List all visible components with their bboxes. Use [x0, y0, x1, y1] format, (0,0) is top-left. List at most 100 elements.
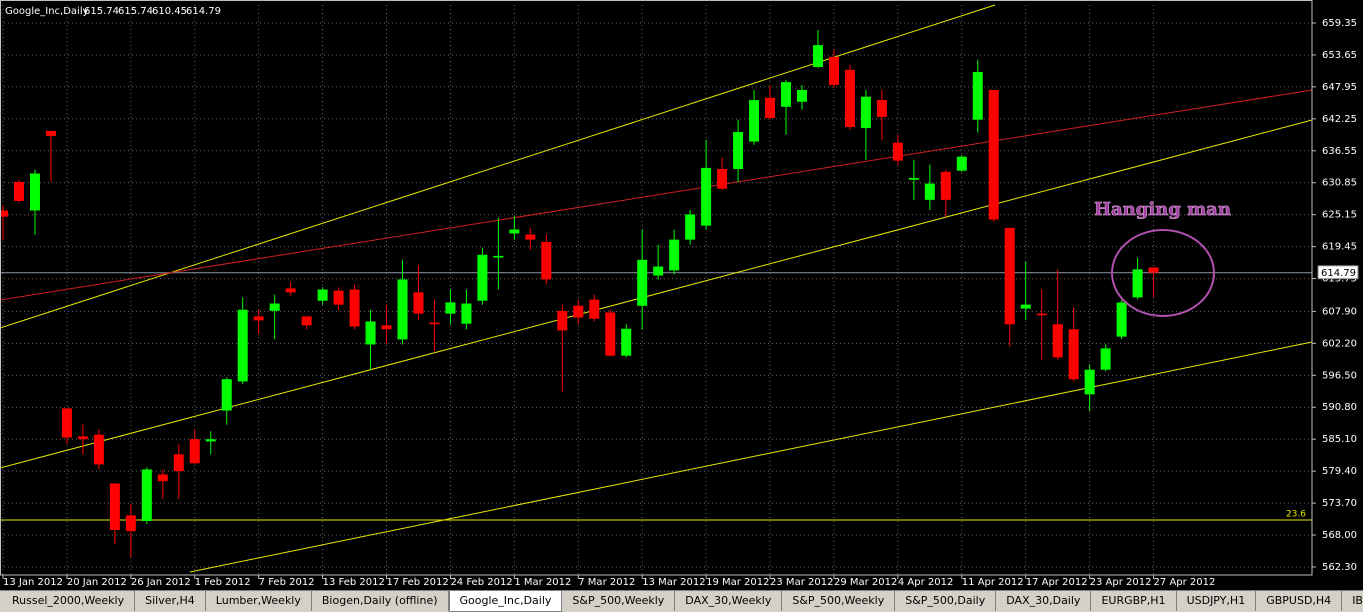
- candle-body: [253, 316, 264, 321]
- price-axis: 659.35 653.65 647.95 642.25 636.55 630.85 625.…: [2, 0, 1359, 588]
- candle-body: [381, 325, 392, 330]
- y-tick-label: 653.65: [1322, 50, 1357, 61]
- candle-body: [828, 56, 839, 85]
- candle-body: [988, 89, 999, 220]
- tab[interactable]: S&P_500,Weekly: [562, 591, 676, 611]
- candle-body: [669, 239, 680, 271]
- x-tick-label: 29 Mar 2012: [834, 577, 897, 588]
- candle-body: [781, 82, 792, 107]
- header-close: 614.79: [186, 6, 221, 17]
- current-price-box: [1317, 265, 1359, 280]
- candle-body: [1132, 269, 1143, 298]
- candle-body: [940, 171, 951, 200]
- candle-body: [573, 305, 584, 318]
- candle-body: [93, 434, 104, 465]
- candle-body: [109, 483, 120, 530]
- candle-body: [1068, 329, 1079, 380]
- x-tick-label: 7 Mar 2012: [578, 577, 635, 588]
- candle-body: [621, 328, 632, 356]
- x-tick-label: 17 Feb 2012: [387, 577, 449, 588]
- tab[interactable]: DAX_30,Daily: [996, 591, 1092, 611]
- candle-body: [956, 156, 967, 171]
- current-price-label: 614.79: [1321, 268, 1356, 279]
- tab[interactable]: S&P_500,Weekly: [782, 591, 896, 611]
- y-tick-label: 596.50: [1322, 370, 1357, 381]
- y-tick-label: 636.55: [1322, 146, 1357, 157]
- y-tick-label: 579.40: [1322, 466, 1357, 477]
- chart: 23.6 Hanging man Google_Inc,Daily 615.74…: [0, 0, 1363, 590]
- tab[interactable]: EURGBP,H1: [1091, 591, 1177, 611]
- tab[interactable]: Biogen,Daily (offline): [312, 591, 449, 611]
- candle-body: [701, 167, 712, 226]
- candle-body: [397, 279, 408, 340]
- candle-body: [45, 130, 56, 136]
- x-tick-label: 17 Apr 2012: [1026, 577, 1088, 588]
- candle-body: [349, 289, 360, 327]
- candle-body: [157, 474, 168, 482]
- candle-body: [285, 288, 296, 293]
- y-tick-label: 585.10: [1322, 434, 1357, 445]
- candle-body: [924, 183, 935, 200]
- tab[interactable]: Google_Inc,Daily: [448, 591, 563, 612]
- tab[interactable]: Silver,H4: [135, 591, 206, 611]
- candle-body: [1020, 304, 1031, 309]
- candle-body: [61, 408, 72, 438]
- trend-line: [0, 89, 1313, 301]
- x-tick-label: 19 Mar 2012: [706, 577, 769, 588]
- candle-body: [1100, 348, 1111, 370]
- chart-background: [0, 0, 1363, 590]
- candle-body: [812, 45, 823, 67]
- x-tick-label: 13 Mar 2012: [642, 577, 705, 588]
- candle-body: [509, 229, 520, 234]
- candle-body: [77, 436, 88, 440]
- x-tick-label: 13 Jan 2012: [3, 577, 63, 588]
- candle-body: [653, 266, 664, 276]
- candle-body: [797, 89, 807, 102]
- candle-body: [1004, 227, 1015, 325]
- header-open: 615.74: [84, 6, 119, 17]
- candle-body: [141, 469, 152, 522]
- tab[interactable]: S&P_500,Daily: [895, 591, 997, 611]
- candle-body: [589, 299, 600, 319]
- candle-body: [1052, 324, 1063, 358]
- tab[interactable]: GBPUSD,H4: [1256, 591, 1343, 611]
- candle-body: [493, 255, 504, 258]
- candle-body: [844, 69, 855, 127]
- candle-body: [908, 177, 919, 180]
- x-tick-label: 7 Feb 2012: [259, 577, 315, 588]
- x-tick-label: 1 Feb 2012: [195, 577, 251, 588]
- candle-body: [445, 302, 456, 314]
- fib-label: 23.6: [1286, 510, 1306, 520]
- y-tick-label: 590.80: [1322, 402, 1357, 413]
- candle-body: [461, 303, 472, 324]
- x-tick-label: 23 Apr 2012: [1090, 577, 1152, 588]
- candle-body: [685, 214, 696, 240]
- y-tick-label: 602.20: [1322, 338, 1357, 349]
- tab-bar: Russel_2000,Weekly Silver,H4 Lumber,Weekly…: [0, 590, 1363, 612]
- candle-body: [765, 97, 776, 119]
- y-tick-label: 647.95: [1322, 82, 1357, 93]
- tab[interactable]: USDJPY,H1: [1177, 591, 1257, 611]
- candle-body: [525, 234, 536, 240]
- candle-body: [557, 310, 568, 331]
- candle-body: [413, 292, 424, 314]
- tab[interactable]: Russel_2000,Weekly: [2, 591, 136, 611]
- y-tick-label: 573.70: [1322, 498, 1357, 509]
- candles: [0, 29, 1159, 557]
- header-high: 615.74: [118, 6, 153, 17]
- candle-body: [733, 132, 744, 170]
- tab[interactable]: Lumber,Weekly: [206, 591, 312, 611]
- candle-body: [205, 439, 216, 442]
- tab[interactable]: DAX_30,Weekly: [675, 591, 783, 611]
- candle-body: [189, 439, 200, 464]
- candle-body: [749, 100, 760, 142]
- y-tick-label: 642.25: [1322, 114, 1357, 125]
- x-tick-label: 11 Apr 2012: [962, 577, 1024, 588]
- candle-body: [333, 290, 344, 305]
- tab[interactable]: IBEX_35,H4: [1342, 591, 1363, 611]
- y-tick-label: 568.00: [1322, 530, 1357, 541]
- x-tick-label: 26 Jan 2012: [131, 577, 191, 588]
- x-tick-label: 23 Mar 2012: [770, 577, 833, 588]
- x-tick-label: 1 Mar 2012: [514, 577, 571, 588]
- header-low: 610.45: [152, 6, 187, 17]
